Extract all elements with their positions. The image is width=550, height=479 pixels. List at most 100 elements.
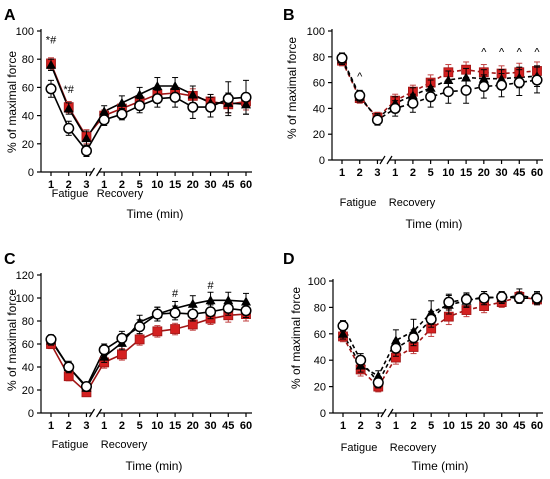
panel-c-y-tick-label: 100 bbox=[16, 293, 34, 305]
panel-d-y-tick-label: 20 bbox=[314, 382, 326, 394]
panel-b-point-circle bbox=[460, 84, 472, 96]
panel-c-point-circle bbox=[63, 361, 75, 373]
panel-c-ylabel: % of maximal force bbox=[5, 289, 19, 391]
panel-d-x-tick-label: 3 bbox=[375, 420, 381, 432]
panel-b-y-tick-label: 20 bbox=[313, 129, 325, 141]
panel-a-point-triangle bbox=[46, 59, 56, 69]
panel-a-x-tick-label: 45 bbox=[222, 179, 234, 191]
panel-a-phase-recovery: Recovery bbox=[97, 188, 144, 200]
panel-d-x-tick-label: 20 bbox=[478, 420, 490, 432]
panel-c-x-tick-label: 1 bbox=[48, 420, 54, 432]
panel-c: C % of maximal force Time (min) Fatigue … bbox=[4, 251, 252, 473]
panel-c-point-circle bbox=[98, 344, 110, 356]
panel-a-point-circle bbox=[116, 108, 128, 120]
panel-b-series-line-square-red bbox=[341, 60, 538, 119]
panel-b-x-tick-label: 60 bbox=[531, 167, 543, 179]
panel-d-point-circle bbox=[372, 377, 384, 389]
panel-a-phase-fatigue: Fatigue bbox=[52, 188, 89, 200]
panel-a-point-circle bbox=[222, 93, 234, 105]
panel-d-phase-recovery: Recovery bbox=[390, 442, 437, 454]
panel-a-x-tick-label: 5 bbox=[137, 179, 143, 191]
panel-c-point-circle bbox=[169, 307, 181, 319]
panel-b-x-tick-label: 5 bbox=[428, 167, 434, 179]
panel-a-y-tick-label: 20 bbox=[22, 139, 34, 151]
panel-b-label: B bbox=[283, 7, 295, 24]
panel-a-point-circle bbox=[63, 122, 75, 134]
panel-c-axis-break-mark bbox=[88, 408, 96, 418]
panel-b-point-circle bbox=[513, 77, 525, 89]
panel-c-x-tick-label: 20 bbox=[187, 420, 199, 432]
panel-d-y-tick-label: 60 bbox=[314, 329, 326, 341]
panel-a-x-tick-label: 1 bbox=[48, 179, 54, 191]
panel-c-point-circle bbox=[80, 381, 93, 393]
panel-a-point-circle bbox=[169, 91, 181, 103]
panel-d-x-tick-label: 2 bbox=[358, 420, 364, 432]
panel-b-y-tick-label: 100 bbox=[307, 26, 325, 38]
panel-c-y-tick-label: 0 bbox=[28, 408, 34, 420]
panel-c-x-tick-label: 2 bbox=[66, 420, 72, 432]
panel-d-series-line-circle-open bbox=[342, 295, 537, 385]
panel-d-x-tick-label: 5 bbox=[428, 420, 434, 432]
panel-a-point-circle bbox=[98, 114, 110, 126]
panel-a-series-line-square-red bbox=[50, 63, 247, 139]
panel-b-point-circle bbox=[354, 89, 366, 102]
panel-c-x-tick-label: 15 bbox=[169, 420, 181, 432]
panel-b-x-tick-label: 20 bbox=[478, 167, 490, 179]
panel-a-annotation: *# bbox=[64, 84, 75, 96]
panel-c-point-circle bbox=[151, 308, 163, 320]
panel-c-point-circle bbox=[222, 302, 234, 314]
panel-c-x-tick-label: 60 bbox=[240, 420, 252, 432]
panel-d-point-circle bbox=[337, 320, 349, 332]
panel-d-ylabel: % of maximal force bbox=[289, 287, 303, 389]
panel-c-y-tick-label: 40 bbox=[22, 362, 34, 374]
panel-a-x-tick-label: 2 bbox=[119, 179, 125, 191]
panel-b-annotation: ^ bbox=[499, 47, 505, 59]
panel-c-annotation: # bbox=[207, 280, 214, 292]
panel-c-label: C bbox=[4, 251, 16, 268]
panel-a-x-tick-label: 3 bbox=[83, 179, 89, 191]
panel-c-y-tick-label: 60 bbox=[22, 339, 34, 351]
panel-b-x-tick-label: 2 bbox=[410, 167, 416, 179]
panel-a-label: A bbox=[4, 7, 16, 24]
panel-a-ylabel: % of maximal force bbox=[5, 51, 19, 153]
panel-a-x-tick-label: 1 bbox=[101, 179, 107, 191]
panel-c-point-square bbox=[117, 349, 127, 360]
panel-b-phase-fatigue: Fatigue bbox=[340, 197, 377, 209]
panel-d-x-tick-label: 10 bbox=[443, 420, 455, 432]
panel-a-x-tick-label: 30 bbox=[204, 179, 216, 191]
panel-a-point-circle bbox=[45, 83, 57, 95]
panel-d-xlabel: Time (min) bbox=[412, 459, 469, 473]
panel-a-point-circle bbox=[151, 93, 163, 105]
panel-a-point-circle bbox=[134, 100, 146, 112]
panel-b-y-tick-label: 80 bbox=[313, 52, 325, 64]
panel-c-series-line-circle-open bbox=[50, 307, 247, 389]
panel-d-point-circle bbox=[513, 292, 525, 304]
panel-a-y-tick-label: 80 bbox=[22, 54, 34, 66]
panel-d-x-tick-label: 15 bbox=[460, 420, 472, 432]
panel-c-x-tick-label: 30 bbox=[204, 420, 216, 432]
panel-a-x-tick-label: 60 bbox=[240, 179, 252, 191]
panel-a-y-tick-label: 0 bbox=[28, 167, 34, 179]
panel-b-x-tick-label: 1 bbox=[339, 167, 345, 179]
panel-c-point-triangle bbox=[241, 296, 251, 306]
panel-d-x-tick-label: 45 bbox=[513, 420, 525, 432]
panel-b-xlabel: Time (min) bbox=[406, 217, 463, 231]
panel-b-x-tick-label: 30 bbox=[495, 167, 507, 179]
panel-c-point-circle bbox=[45, 333, 57, 345]
panel-a-xlabel: Time (min) bbox=[127, 207, 184, 221]
panel-d-point-circle bbox=[425, 313, 437, 325]
panel-b-x-tick-label: 3 bbox=[374, 167, 380, 179]
panel-d-point-triangle bbox=[338, 328, 348, 338]
panel-a-x-tick-label: 2 bbox=[66, 179, 72, 191]
panel-d-point-circle bbox=[478, 292, 490, 304]
panel-d-y-tick-label: 40 bbox=[314, 355, 326, 367]
panel-a-x-tick-label: 15 bbox=[169, 179, 181, 191]
panel-c-y-tick-label: 20 bbox=[22, 385, 34, 397]
panel-b-y-tick-label: 0 bbox=[319, 155, 325, 167]
panel-a-y-tick-label: 60 bbox=[22, 82, 34, 94]
panel-c-x-tick-label: 1 bbox=[101, 420, 107, 432]
panel-a-point-triangle bbox=[63, 103, 74, 113]
panel-d-point-circle bbox=[460, 293, 473, 306]
